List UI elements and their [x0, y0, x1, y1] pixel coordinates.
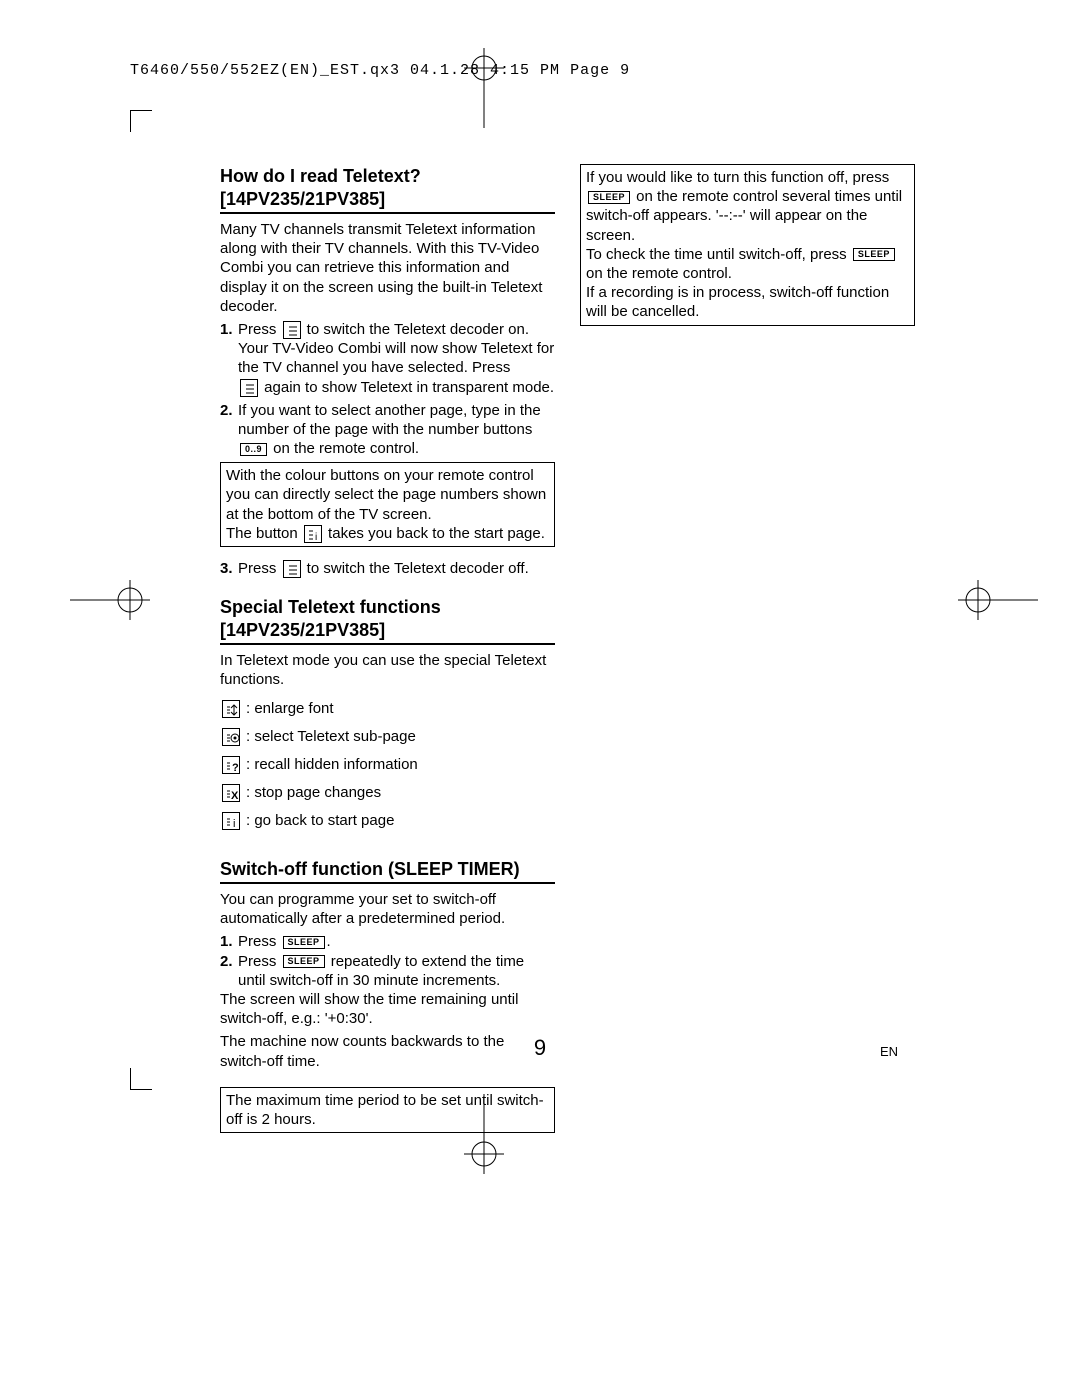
svg-text:?: ? [232, 762, 239, 774]
step-2b: 0..9 on the remote control. [238, 439, 555, 458]
func-index: i : go back to start page [220, 812, 555, 830]
step-num-3: 3. [220, 559, 238, 578]
sleep-step-2: Press SLEEP repeatedly to extend the tim… [238, 952, 555, 990]
enlarge-icon [222, 700, 240, 718]
sleep-key-icon: SLEEP [853, 248, 895, 261]
teletext-icon [283, 560, 301, 578]
index-icon: i [222, 812, 240, 830]
section-title-sleep: Switch-off function (SLEEP TIMER) [220, 858, 555, 885]
sleep-p1: The screen will show the time remaining … [220, 990, 555, 1028]
subpage-icon [222, 728, 240, 746]
index-icon: i [304, 525, 322, 543]
sleep-key-icon: SLEEP [283, 955, 325, 968]
sleep-step-1-num: 1. [220, 932, 238, 951]
section-title-special: Special Teletext functions [14PV235/21PV… [220, 596, 555, 645]
sleep-intro: You can programme your set to switch-off… [220, 890, 555, 928]
func-enlarge: : enlarge font [220, 700, 555, 718]
svg-text:i: i [233, 818, 235, 830]
step-num-1: 1. [220, 320, 238, 378]
special-intro: In Teletext mode you can use the special… [220, 651, 555, 689]
teletext-icon [283, 321, 301, 339]
num-key-icon: 0..9 [240, 443, 267, 456]
stop-icon: X [222, 784, 240, 802]
sleep-step-1: Press SLEEP. [238, 932, 555, 951]
step-num-2: 2. [220, 401, 238, 439]
sleep-off-box: If you would like to turn this function … [580, 164, 915, 326]
page-header: T6460/550/552EZ(EN)_EST.qx3 04.1.28 4:15… [130, 62, 630, 79]
step-2-text: If you want to select another page, type… [238, 401, 555, 439]
func-recall: ? : recall hidden information [220, 756, 555, 774]
section-title-teletext: How do I read Teletext? [14PV235/21PV385… [220, 165, 555, 214]
teletext-icon [240, 379, 258, 397]
teletext-intro: Many TV channels transmit Teletext infor… [220, 220, 555, 316]
teletext-color-box: With the colour buttons on your remote c… [220, 462, 555, 547]
func-stop: X : stop page changes [220, 784, 555, 802]
step-3-text: Press to switch the Teletext decoder off… [238, 559, 555, 578]
page-number: 9 [0, 1035, 1080, 1061]
sleep-key-icon: SLEEP [283, 936, 325, 949]
sleep-key-icon: SLEEP [588, 191, 630, 204]
sleep-step-2-num: 2. [220, 952, 238, 990]
sleep-max-box: The maximum time period to be set until … [220, 1087, 555, 1133]
step-1-text: Press to switch the Teletext decoder on.… [238, 320, 555, 378]
svg-text:i: i [315, 532, 317, 543]
func-subpage: : select Teletext sub-page [220, 728, 555, 746]
recall-icon: ? [222, 756, 240, 774]
lang-tag: EN [880, 1044, 898, 1059]
step-1c: again to show Teletext in transparent mo… [238, 378, 555, 397]
svg-text:X: X [231, 790, 239, 802]
